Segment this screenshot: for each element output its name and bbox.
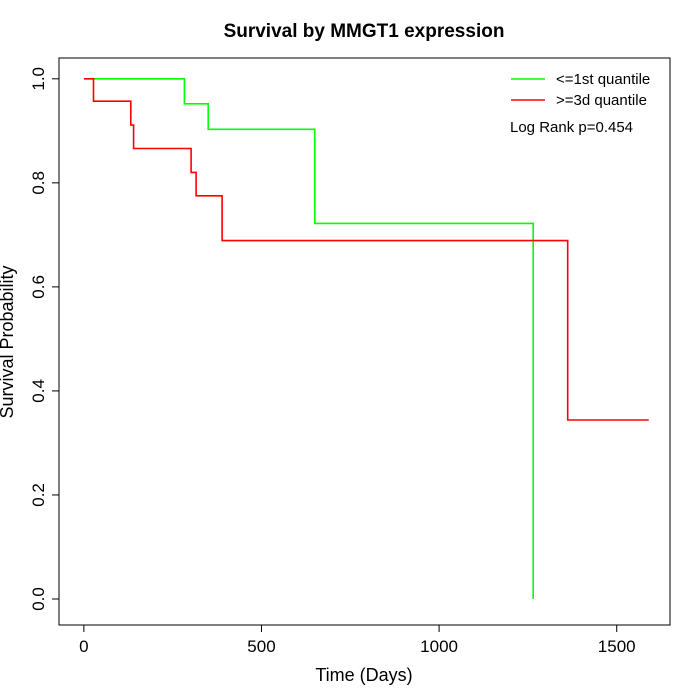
y-axis-label: Survival Probability xyxy=(0,265,17,418)
x-axis-label: Time (Days) xyxy=(315,665,412,685)
y-tick-label: 0.8 xyxy=(29,171,48,195)
series-line-1 xyxy=(83,78,649,421)
y-tick-label: 0.2 xyxy=(29,483,48,507)
legend-label-high-quantile: >=3d quantile xyxy=(556,92,647,109)
x-tick-label: 1000 xyxy=(420,637,458,656)
plot-frame xyxy=(58,57,671,626)
series-line-0 xyxy=(83,78,534,599)
x-tick-label: 0 xyxy=(79,637,88,656)
log-rank-annotation: Log Rank p=0.454 xyxy=(510,119,633,136)
y-axis: 0.0 0.2 0.4 0.6 0.8 1.0 xyxy=(29,67,60,611)
x-tick-label: 500 xyxy=(247,637,275,656)
y-tick-label: 0.4 xyxy=(29,379,48,403)
series-layer xyxy=(83,78,649,599)
x-axis: 0 500 1000 1500 xyxy=(79,624,636,656)
legend-label-low-quantile: <=1st quantile xyxy=(556,71,650,88)
legend: <=1st quantile >=3d quantile xyxy=(511,71,650,109)
y-tick-label: 1.0 xyxy=(29,67,48,91)
y-tick-label: 0.0 xyxy=(29,587,48,611)
y-tick-label: 0.6 xyxy=(29,275,48,299)
x-tick-label: 1500 xyxy=(598,637,636,656)
chart-title: Survival by MMGT1 expression xyxy=(224,21,505,42)
